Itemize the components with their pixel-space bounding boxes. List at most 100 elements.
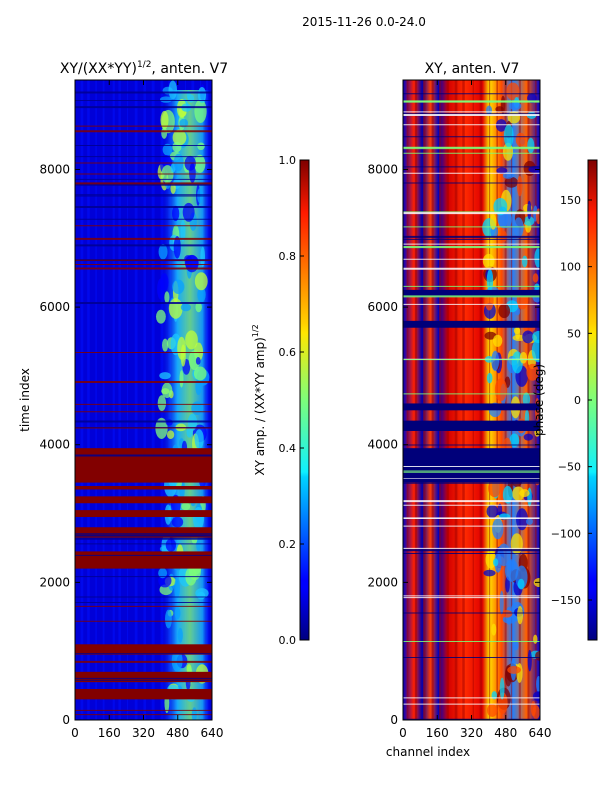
feature-blob [158, 567, 168, 579]
amplitude-title-suffix: , anten. V7 [151, 61, 228, 77]
x-tick-label: 0 [71, 726, 79, 740]
feature-blob [165, 538, 177, 552]
amplitude-colorbar-label-sup: 1/2 [251, 324, 260, 337]
feature-blob [509, 102, 522, 110]
feature-blob [162, 143, 173, 156]
y-tick-label: 6000 [367, 300, 398, 314]
feature-blob [522, 330, 534, 344]
feature-blob [510, 533, 523, 555]
feature-blob [491, 350, 500, 371]
channel-stripe [87, 80, 90, 720]
flagged-time-band [75, 527, 212, 538]
phase-colorbar-label: phase (deg) [532, 364, 546, 436]
feature-blob [174, 606, 181, 620]
feature-blob [513, 327, 521, 335]
colorbar-tick-label: 150 [560, 194, 581, 207]
feature-blob [517, 606, 524, 625]
feature-blob [499, 677, 505, 700]
feature-blob [194, 272, 208, 291]
feature-blob [487, 703, 498, 717]
x-tick-label: 320 [132, 726, 155, 740]
feature-blob [527, 200, 532, 220]
feature-blob [491, 623, 497, 636]
channel-stripe [414, 80, 418, 720]
channel-stripe [472, 80, 474, 720]
y-tick-label: 4000 [367, 438, 398, 452]
phase-time-lines [403, 93, 540, 720]
feature-blob [507, 560, 514, 572]
colorbar-tick-label: −50 [558, 461, 581, 474]
phase-y-axis: 0 2000 4000 6000 8000 [367, 162, 540, 727]
feature-blob [486, 269, 494, 292]
feature-blob [155, 309, 166, 324]
feature-blob [166, 430, 175, 440]
channel-stripe [479, 80, 483, 720]
amplitude-colorbar-label-main: XY amp. / (XX*YY amp) [253, 337, 267, 475]
feature-blob [486, 105, 493, 116]
channel-stripe [454, 80, 458, 720]
feature-blob [159, 96, 172, 103]
feature-blob [484, 331, 497, 340]
phase-xlabel: channel index [386, 745, 470, 759]
feature-blob [497, 503, 503, 516]
feature-blob [172, 279, 185, 294]
feature-blob [157, 395, 167, 412]
feature-blob [509, 433, 520, 448]
flagged-time-band [403, 320, 540, 328]
colorbar-tick-label: 0.2 [279, 538, 297, 551]
colorbar-tick-label: 1.0 [279, 154, 297, 167]
x-tick-label: 640 [529, 726, 552, 740]
channel-stripe [510, 80, 513, 720]
feature-blob [504, 176, 519, 188]
feature-blob [171, 516, 184, 528]
feature-blob [534, 248, 540, 268]
feature-blob [489, 214, 497, 230]
feature-blob [180, 303, 192, 312]
feature-blob [185, 330, 198, 350]
feature-blob [173, 235, 181, 259]
feature-blob [486, 504, 499, 518]
feature-blob [168, 80, 178, 100]
x-tick-label: 480 [166, 726, 189, 740]
feature-blob [197, 87, 207, 103]
flagged-time-band [75, 644, 212, 655]
amplitude-x-axis: 0 160 320 480 640 [71, 80, 223, 740]
feature-blob [532, 273, 539, 283]
feature-blob [195, 301, 202, 313]
colorbar-tick-label: 0.6 [279, 346, 297, 359]
colorbar-tick-label: 100 [560, 261, 581, 274]
feature-blob [491, 691, 498, 700]
phase-panel: XY, anten. V7 0 2000 4000 6000 8000 0 160 320 4… [367, 61, 551, 759]
feature-blob [526, 518, 533, 526]
feature-blob [195, 356, 201, 365]
feature-blob [527, 137, 535, 154]
amplitude-colorbar-label: XY amp. / (XX*YY amp)1/2 [251, 324, 267, 475]
feature-blob [507, 665, 521, 674]
feature-blob [197, 142, 205, 151]
feature-blob [194, 154, 206, 173]
channel-stripe [462, 80, 465, 720]
amplitude-time-lines [75, 91, 212, 716]
colorbar-tick-label: 50 [567, 327, 581, 340]
x-tick-label: 160 [426, 726, 449, 740]
feature-blob [200, 246, 206, 267]
feature-blob [195, 588, 209, 599]
channel-stripe [95, 80, 97, 720]
x-tick-label: 160 [98, 726, 121, 740]
feature-blob [172, 141, 182, 153]
feature-blob [493, 197, 508, 216]
channel-stripe [535, 80, 537, 720]
feature-blob [184, 255, 199, 270]
feature-blob [528, 166, 540, 173]
feature-blob [186, 427, 193, 438]
y-tick-label: 8000 [39, 162, 70, 176]
figure-suptitle: 2015-11-26 0.0-24.0 [302, 15, 426, 29]
feature-blob [519, 489, 530, 498]
y-tick-label: 6000 [39, 300, 70, 314]
amplitude-panel: XY/(XX*YY)1/2, anten. V7 0 2000 4000 6000 80… [18, 60, 228, 740]
feature-blob [523, 216, 535, 226]
feature-blob [492, 334, 503, 347]
amplitude-colorbar-gradient [299, 159, 310, 641]
feature-blob [191, 401, 204, 415]
flagged-time-band [75, 510, 212, 517]
